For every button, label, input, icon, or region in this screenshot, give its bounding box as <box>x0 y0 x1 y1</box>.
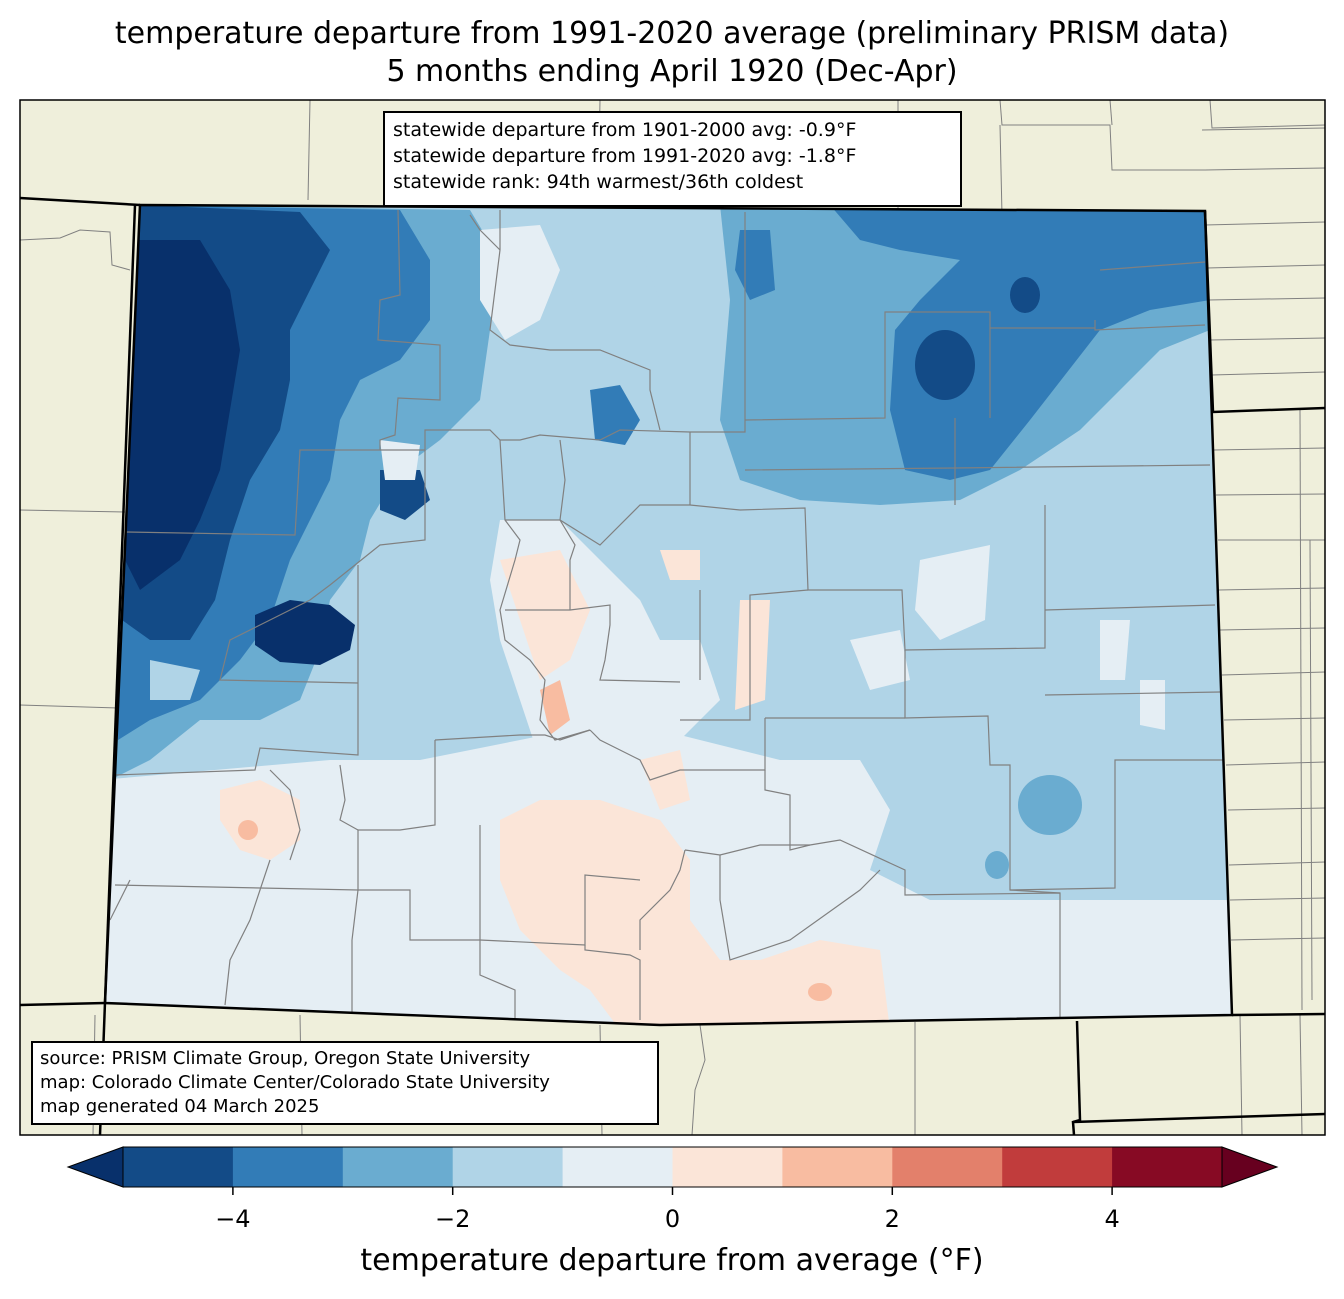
colorbar-over-extension <box>1221 1146 1279 1188</box>
colorbar-bin-6 <box>782 1147 893 1187</box>
colorbar-under-extension <box>66 1146 124 1188</box>
stats-departure-1991-2020: statewide departure from 1991-2020 avg: … <box>393 145 857 167</box>
temperature-field <box>105 205 1232 1025</box>
colorbar-tick-label-2: 0 <box>664 1205 681 1233</box>
colorbar-tick-label-3: 2 <box>884 1205 900 1233</box>
source-credit: source: PRISM Climate Group, Oregon Stat… <box>40 1048 531 1069</box>
colorbar <box>66 1146 1279 1195</box>
source-box: source: PRISM Climate Group, Oregon Stat… <box>31 1041 659 1125</box>
colorbar-bin-1 <box>232 1147 344 1187</box>
colorbar-label: temperature departure from average (°F) <box>360 1243 984 1278</box>
colorbar-tick-label-0: −4 <box>215 1205 251 1233</box>
colorbar-bin-8 <box>1002 1147 1113 1187</box>
colorbar-tick-label-4: 4 <box>1104 1205 1120 1233</box>
colorado-county-lines <box>109 209 1225 1020</box>
map-title-line2: 5 months ending April 1920 (Dec-Apr) <box>386 54 958 89</box>
colorbar-bin-7 <box>892 1147 1003 1187</box>
map-generated-date: map generated 04 March 2025 <box>40 1096 320 1117</box>
colorbar-bin-5 <box>672 1147 783 1187</box>
state-borders <box>19 196 1326 1136</box>
colorbar-tick-label-1: −2 <box>434 1205 471 1233</box>
stats-rank: statewide rank: 94th warmest/36th coldes… <box>393 171 804 193</box>
map-title-line1: temperature departure from 1991-2020 ave… <box>114 16 1230 51</box>
colorbar-bin-2 <box>342 1147 454 1187</box>
colorbar-bin-4 <box>562 1147 673 1187</box>
stats-departure-1901-2000: statewide departure from 1901-2000 avg: … <box>393 119 857 141</box>
colorbar-bin-3 <box>452 1147 564 1187</box>
colorbar-bin-9 <box>1112 1147 1223 1187</box>
statewide-stats-box: statewide departure from 1901-2000 avg: … <box>383 111 962 207</box>
map-frame <box>19 99 1326 1136</box>
colorbar-bin-0 <box>123 1147 234 1187</box>
map-credit: map: Colorado Climate Center/Colorado St… <box>40 1072 550 1093</box>
